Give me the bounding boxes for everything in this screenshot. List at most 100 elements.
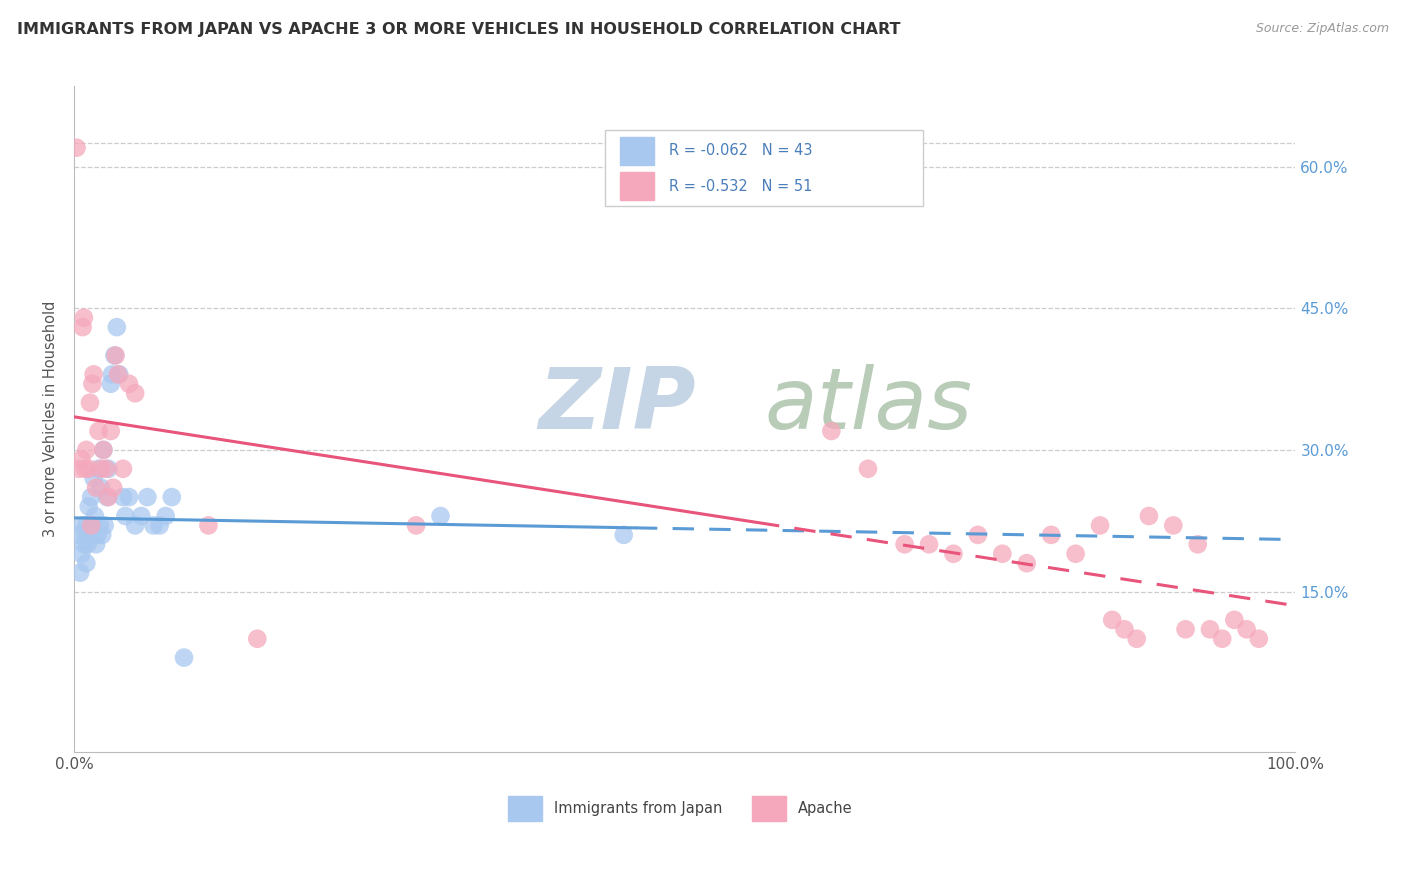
Bar [508,796,541,822]
Point [991,547,1014,561]
Point [1199,622,1222,636]
Point [67,462,90,476]
Point [97,490,120,504]
Point [101,481,124,495]
Point [820,424,842,438]
Point [83,508,105,523]
Point [893,537,915,551]
Point [79,395,101,409]
Point [75,518,97,533]
Point [97,462,120,476]
Point [111,490,134,504]
Text: Immigrants from Japan: Immigrants from Japan [554,801,723,816]
Point [136,490,159,504]
Point [90,481,112,495]
Point [69,566,91,580]
Point [104,349,127,363]
Point [1137,508,1160,523]
Point [72,518,94,533]
Point [118,490,141,504]
Point [105,320,128,334]
Point [70,547,93,561]
Point [100,424,122,438]
Point [1114,622,1136,636]
Point [87,462,110,476]
Point [86,528,108,542]
Point [93,518,115,533]
Point [967,528,990,542]
Point [75,556,97,570]
Point [142,518,165,533]
Point [1040,528,1063,542]
Point [107,368,129,382]
Point [1187,537,1209,551]
Point [613,528,636,542]
Text: atlas: atlas [765,365,972,448]
Point [84,481,107,495]
Point [79,528,101,542]
Point [65,141,87,155]
Point [124,386,146,401]
Text: Apache: Apache [799,801,853,816]
Point [75,528,97,542]
Point [918,537,941,551]
Point [84,537,107,551]
Point [73,537,96,551]
Text: ZIP: ZIP [538,365,696,448]
Point [108,368,131,382]
Point [856,462,879,476]
Point [83,368,105,382]
FancyBboxPatch shape [606,129,922,206]
Point [1211,632,1233,646]
Point [942,547,965,561]
Text: IMMIGRANTS FROM JAPAN VS APACHE 3 OR MORE VEHICLES IN HOUSEHOLD CORRELATION CHAR: IMMIGRANTS FROM JAPAN VS APACHE 3 OR MOR… [17,22,900,37]
Point [94,462,117,476]
Bar [752,796,786,822]
Point [103,349,125,363]
Point [129,508,152,523]
Point [93,442,115,457]
Point [405,518,427,533]
Point [101,368,124,382]
Point [80,518,103,533]
Point [1101,613,1123,627]
Point [100,376,122,391]
Point [114,508,136,523]
Point [72,320,94,334]
Text: R = -0.062   N = 43: R = -0.062 N = 43 [669,144,813,159]
Point [77,500,100,514]
Point [124,518,146,533]
Point [73,310,96,325]
Point [173,650,195,665]
Point [82,376,104,391]
Point [1223,613,1246,627]
Point [90,462,112,476]
Point [111,462,134,476]
Point [83,471,105,485]
Point [82,518,104,533]
Point [77,462,100,476]
Point [93,442,115,457]
Point [96,490,118,504]
Point [80,490,103,504]
Point [89,518,111,533]
Text: Source: ZipAtlas.com: Source: ZipAtlas.com [1256,22,1389,36]
Bar [620,172,654,200]
Point [1236,622,1258,636]
Point [76,537,98,551]
Point [118,376,141,391]
Point [1247,632,1270,646]
Point [1015,556,1038,570]
Point [429,508,451,523]
Point [160,490,183,504]
Point [1174,622,1197,636]
Point [87,424,110,438]
Point [1125,632,1147,646]
Point [1064,547,1087,561]
Point [70,452,93,467]
Point [246,632,269,646]
Point [1163,518,1185,533]
Point [91,528,114,542]
Point [66,528,89,542]
Point [197,518,219,533]
